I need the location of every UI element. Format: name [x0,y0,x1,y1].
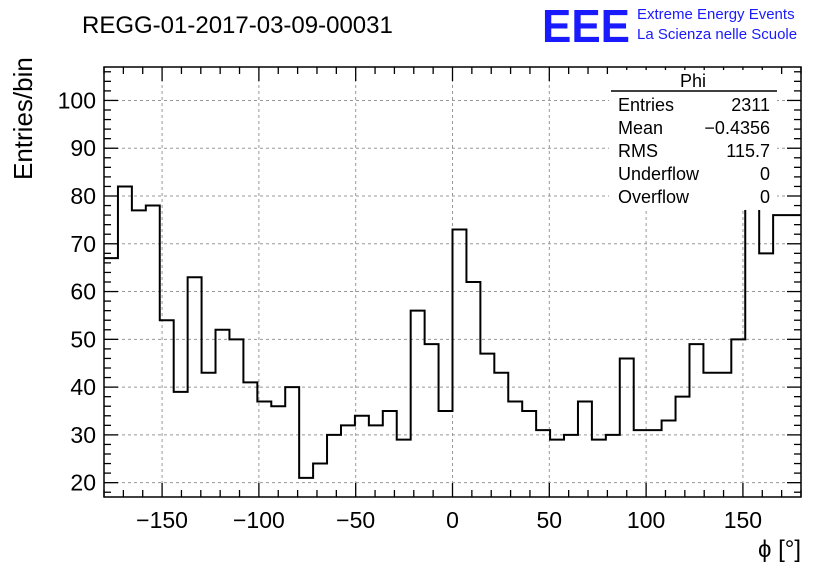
y-tick-label: 30 [70,422,96,448]
x-tick-label: −50 [336,507,375,533]
stats-row-value: −0.4356 [704,118,770,138]
stats-box-background [609,70,777,210]
x-tick-label: 0 [446,507,459,533]
x-tick-label: 50 [537,507,563,533]
stats-row-value: 0 [760,164,770,184]
eee-logo: EEE [542,0,630,52]
x-tick-label: 100 [627,507,665,533]
y-tick-label: 50 [70,326,96,352]
stats-row-label: Overflow [618,187,690,207]
stats-row-label: Mean [618,118,663,138]
x-tick-labels: −150 −100 −50 0 50 100 150 [136,507,762,533]
y-tick-label: 60 [70,279,96,305]
x-tick-label: −150 [136,507,188,533]
stats-row-label: RMS [618,141,658,161]
x-axis-label: ϕ [°] [758,536,801,563]
stats-row-label: Entries [618,95,674,115]
y-tick-labels: 20 30 40 50 60 70 80 90 100 [58,87,96,495]
logo-caption-line2: La Scienza nelle Scuole [637,26,797,43]
x-tick-label: −100 [233,507,285,533]
axis-ticks [103,67,802,497]
x-tick-label: 150 [724,507,762,533]
stats-row-value: 115.7 [726,141,770,161]
y-tick-label: 40 [70,374,96,400]
y-tick-label: 100 [58,87,96,113]
histogram-line [104,185,801,479]
y-tick-label: 20 [70,470,96,496]
stats-box-title: Phi [680,71,706,91]
stats-box: Phi Entries 2311 Mean −0.4356 RMS 115.7 Underf… [609,70,777,210]
stats-row-value: 2311 [731,95,770,115]
y-tick-label: 70 [70,231,96,257]
run-title: REGG-01-2017-03-09-00031 [82,12,393,39]
logo-caption-line1: Extreme Energy Events [637,6,795,23]
y-axis-label: Entries/bin [8,57,38,180]
stats-row-value: 0 [760,187,770,207]
stats-row-label: Underflow [618,164,700,184]
y-tick-label: 80 [70,183,96,209]
y-tick-label: 90 [70,135,96,161]
